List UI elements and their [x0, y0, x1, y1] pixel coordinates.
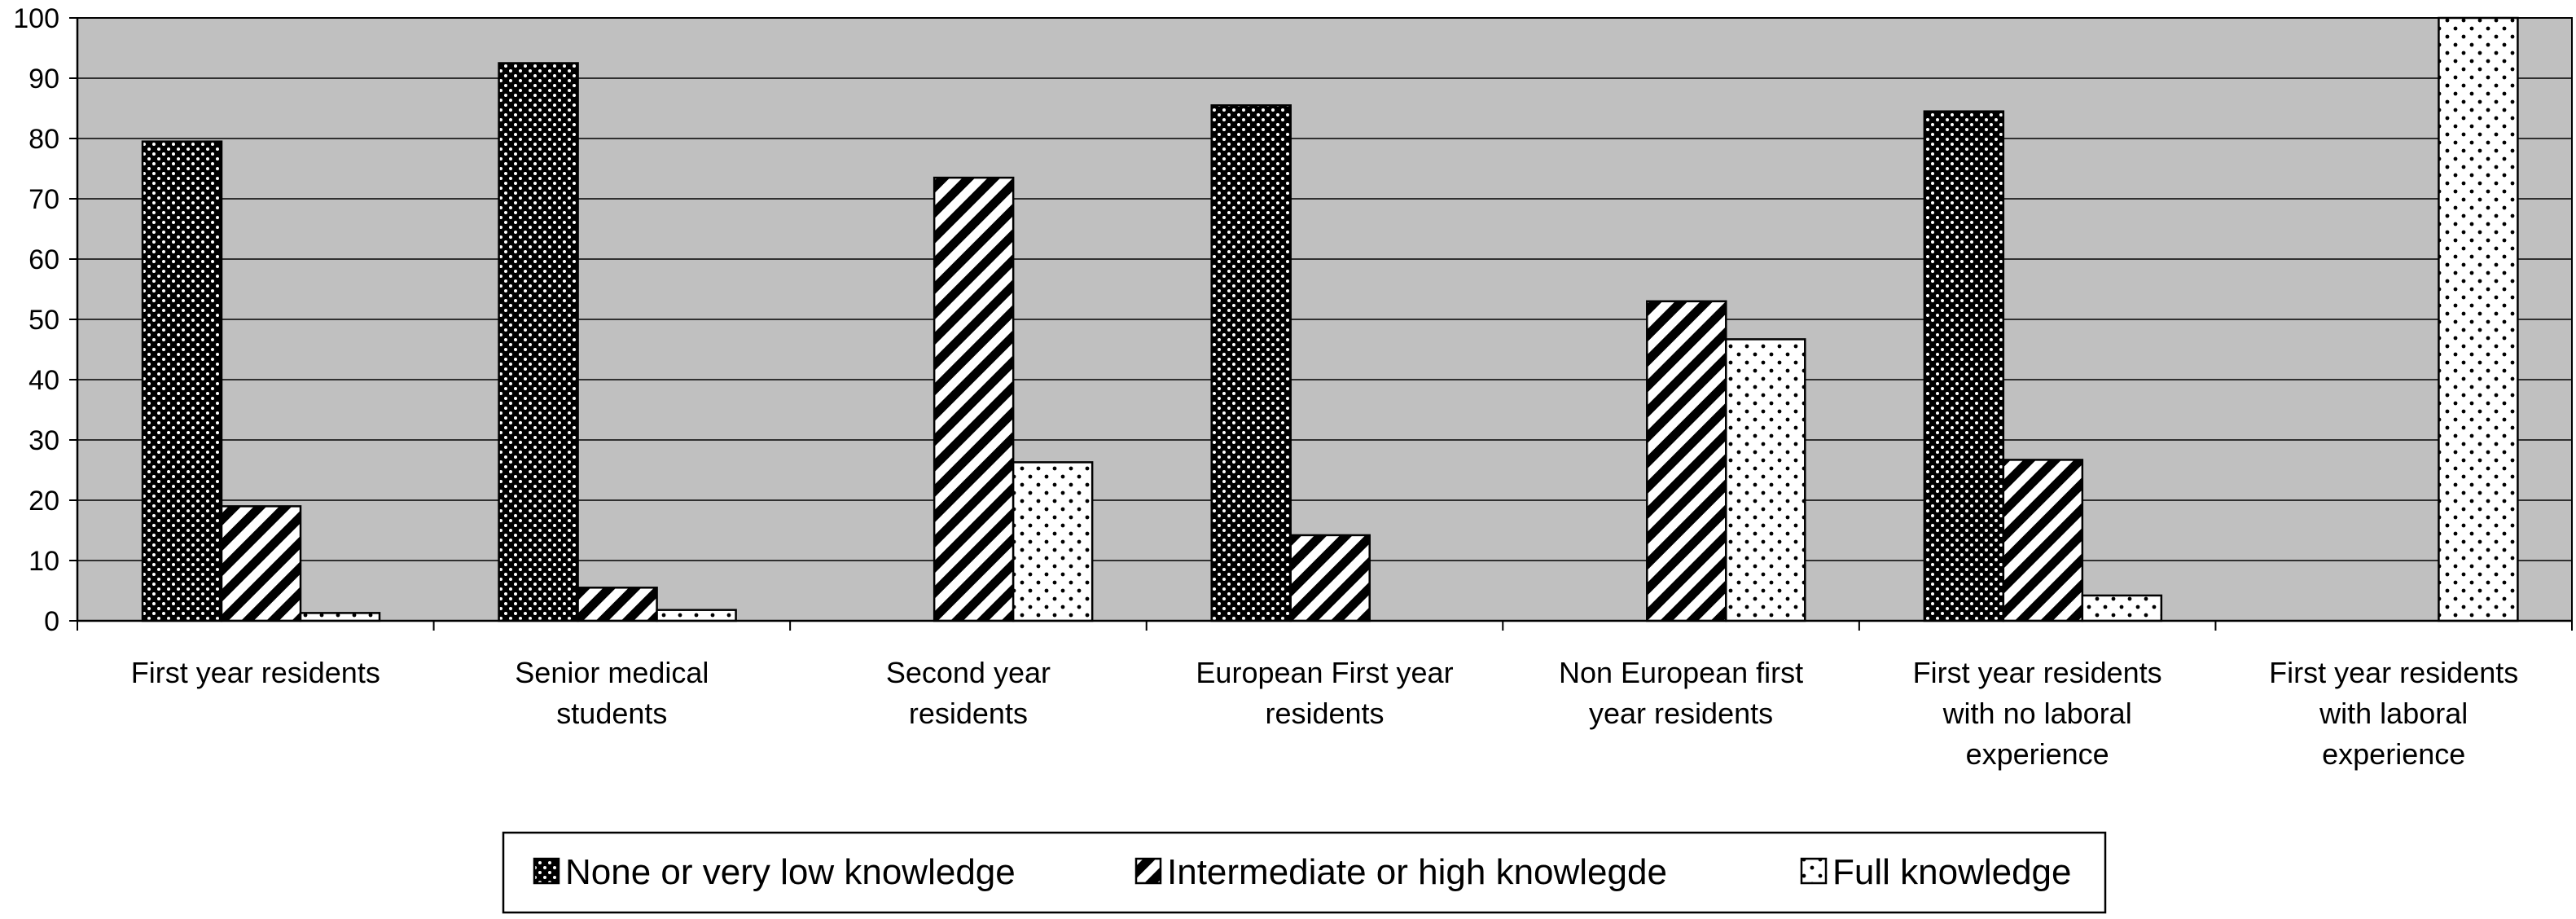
x-tick-label: with no laboral: [1942, 697, 2132, 730]
y-tick-label: 80: [29, 124, 59, 155]
y-tick-label: 10: [29, 546, 59, 577]
x-tick-label: year residents: [1589, 697, 1773, 730]
legend-swatch: [1800, 857, 1828, 885]
bar: [1289, 534, 1371, 622]
bar: [141, 140, 223, 622]
bar: [1725, 338, 1806, 622]
axes: [76, 17, 2573, 631]
x-tick-label: Senior medical: [515, 656, 709, 689]
legend-label: None or very low knowledge: [565, 852, 1016, 892]
y-tick-label: 60: [29, 244, 59, 275]
x-tick-label: Non European first: [1559, 656, 1803, 689]
legend-box: [502, 831, 2107, 914]
x-tick-label: with laboral: [2319, 697, 2468, 730]
x-tick-label: residents: [909, 697, 1028, 730]
bar: [1923, 110, 2005, 622]
plot-border: [77, 17, 2573, 622]
x-tick-label: residents: [1265, 697, 1384, 730]
bar: [933, 176, 1015, 622]
x-tick-label: experience: [2322, 737, 2465, 771]
x-axis-labels: First year residents Senior medical studen…: [131, 656, 2519, 771]
bar: [577, 587, 658, 622]
y-tick-label: 70: [29, 184, 59, 215]
bar: [2081, 594, 2163, 622]
y-axis-ticks: 0 10 20 30 40 50 60 70 80 90 100: [13, 3, 77, 637]
y-tick-label: 30: [29, 425, 59, 456]
x-tick-label: First year residents: [131, 656, 380, 689]
y-tick-label: 0: [44, 606, 59, 637]
x-tick-label: First year residents: [1913, 656, 2162, 689]
bar: [1646, 300, 1727, 622]
legend-label: Full knowledge: [1832, 852, 2072, 892]
legend-swatch: [1134, 857, 1162, 885]
legend: None or very low knowledge Intermediate o…: [502, 831, 2107, 914]
y-tick-label: 100: [13, 3, 59, 34]
y-tick-label: 90: [29, 64, 59, 95]
x-tick-label: students: [556, 697, 667, 730]
bar: [299, 612, 381, 622]
y-tick-label: 20: [29, 486, 59, 517]
x-tick-label: Second year: [886, 656, 1051, 689]
bar: [498, 62, 579, 622]
y-tick-label: 40: [29, 365, 59, 396]
bar: [656, 609, 737, 622]
x-tick-label: European First year: [1196, 656, 1453, 689]
bar: [1012, 461, 1094, 622]
x-tick-label: First year residents: [2269, 656, 2518, 689]
legend-swatch: [533, 857, 560, 885]
bars: [141, 16, 2519, 622]
bar: [2002, 459, 2084, 622]
bar: [2438, 16, 2519, 622]
y-tick-label: 50: [29, 305, 59, 336]
legend-label: Intermediate or high knowlegde: [1167, 852, 1667, 892]
bar: [220, 505, 302, 622]
x-tick-label: experience: [1966, 737, 2109, 771]
bar: [1210, 104, 1292, 622]
